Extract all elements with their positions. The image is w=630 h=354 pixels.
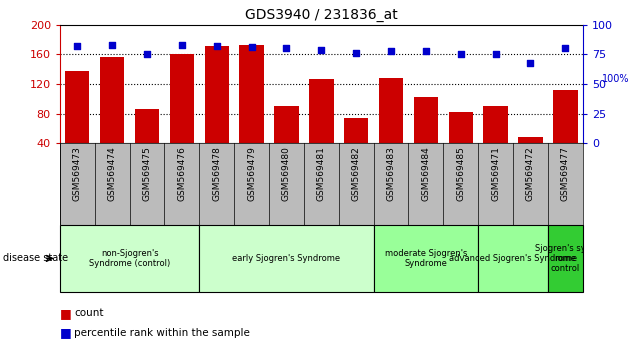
Text: percentile rank within the sample: percentile rank within the sample (74, 328, 250, 338)
Bar (553, 90, 578, 143)
Point (177, 42, 187, 48)
Text: GSM569474: GSM569474 (108, 146, 117, 201)
Text: GSM569482: GSM569482 (352, 146, 360, 201)
Text: GSM569473: GSM569473 (73, 146, 82, 201)
Bar (205, 46, 229, 143)
Text: GSM569471: GSM569471 (491, 146, 500, 201)
Text: early Sjogren's Syndrome: early Sjogren's Syndrome (232, 254, 340, 263)
Bar (199, 225, 374, 292)
Text: GSM569479: GSM569479 (247, 146, 256, 201)
Text: Sjogren's synd
rome
control: Sjogren's synd rome control (535, 244, 596, 273)
Bar (483, 106, 508, 143)
Bar (379, 78, 403, 143)
Bar (478, 225, 548, 292)
Bar (100, 57, 124, 143)
Text: ■: ■ (60, 326, 72, 339)
Text: GSM569475: GSM569475 (142, 146, 151, 201)
Point (351, 50, 361, 56)
Text: ■: ■ (60, 307, 72, 320)
Text: GSM569481: GSM569481 (317, 146, 326, 201)
Text: disease state: disease state (3, 253, 68, 263)
Bar (518, 137, 542, 143)
Text: GSM569484: GSM569484 (421, 146, 430, 201)
Text: non-Sjogren's
Syndrome (control): non-Sjogren's Syndrome (control) (89, 249, 170, 268)
Bar (60, 225, 199, 292)
Point (455, 52, 466, 57)
Y-axis label: 100%: 100% (602, 74, 629, 84)
Text: GSM569472: GSM569472 (526, 146, 535, 201)
Point (386, 48, 396, 54)
Bar (548, 225, 583, 292)
Bar (414, 97, 438, 143)
Text: GSM569476: GSM569476 (178, 146, 186, 201)
Bar (374, 225, 478, 292)
Text: GSM569483: GSM569483 (387, 146, 396, 201)
Point (282, 46, 292, 51)
Point (560, 46, 570, 51)
Bar (135, 109, 159, 143)
Bar (239, 45, 264, 143)
Bar (274, 105, 299, 143)
Point (491, 52, 501, 57)
Point (212, 43, 222, 49)
Text: count: count (74, 308, 104, 318)
Point (72, 43, 83, 49)
Text: GSM569478: GSM569478 (212, 146, 221, 201)
Point (246, 45, 256, 50)
Point (142, 52, 152, 57)
Bar (449, 112, 473, 143)
Point (107, 42, 117, 48)
Title: GDS3940 / 231836_at: GDS3940 / 231836_at (245, 8, 398, 22)
Text: moderate Sjogren's
Syndrome: moderate Sjogren's Syndrome (385, 249, 467, 268)
Text: advanced Sjogren's Syndrome: advanced Sjogren's Syndrome (449, 254, 577, 263)
Bar (309, 79, 333, 143)
Point (525, 60, 536, 65)
Point (316, 47, 326, 52)
Point (421, 48, 431, 54)
Bar (169, 55, 194, 143)
Text: GSM569485: GSM569485 (456, 146, 465, 201)
Bar (344, 118, 369, 143)
Text: GSM569480: GSM569480 (282, 146, 291, 201)
Bar (65, 72, 89, 143)
Text: GSM569477: GSM569477 (561, 146, 570, 201)
